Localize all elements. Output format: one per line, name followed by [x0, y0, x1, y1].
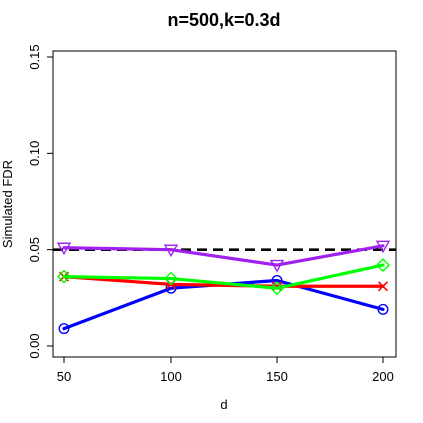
- plot-frame: [52, 50, 397, 358]
- series-marker-diamond: [57, 269, 71, 284]
- series-line-1: [62, 275, 385, 288]
- series-marker-diamond: [270, 281, 284, 296]
- series-marker-diamond: [164, 271, 178, 286]
- y-tick-label: 0.15: [27, 44, 42, 69]
- series-marker-triangle-down: [375, 240, 391, 254]
- series-marker-circle: [58, 323, 70, 335]
- y-axis-ticks: 0.00 0.05 0.10 0.15: [27, 44, 53, 359]
- series-marker-x: [377, 281, 389, 292]
- series-marker-circle: [377, 303, 389, 315]
- series-line-2: [62, 263, 385, 290]
- x-tick-label: 200: [372, 369, 394, 384]
- series-marker-triangle-down: [269, 259, 285, 273]
- y-tick-label: 0.05: [27, 237, 42, 262]
- series-marker-diamond: [376, 258, 390, 273]
- x-tick-label: 100: [160, 369, 182, 384]
- chart-title: n=500,k=0.3d: [167, 10, 280, 30]
- series-layer: [56, 240, 391, 335]
- x-axis-ticks: 50 100 150 200: [57, 357, 394, 384]
- y-tick-label: 0.00: [27, 333, 42, 358]
- x-tick-label: 150: [266, 369, 288, 384]
- series-line-3: [62, 244, 385, 267]
- y-tick-label: 0.10: [27, 141, 42, 166]
- x-tick-label: 50: [57, 369, 71, 384]
- x-axis-label: d: [220, 397, 227, 412]
- y-axis-label: Simulated FDR: [0, 160, 15, 248]
- series-marker-triangle-down: [56, 242, 72, 256]
- series-marker-triangle-down: [163, 244, 179, 258]
